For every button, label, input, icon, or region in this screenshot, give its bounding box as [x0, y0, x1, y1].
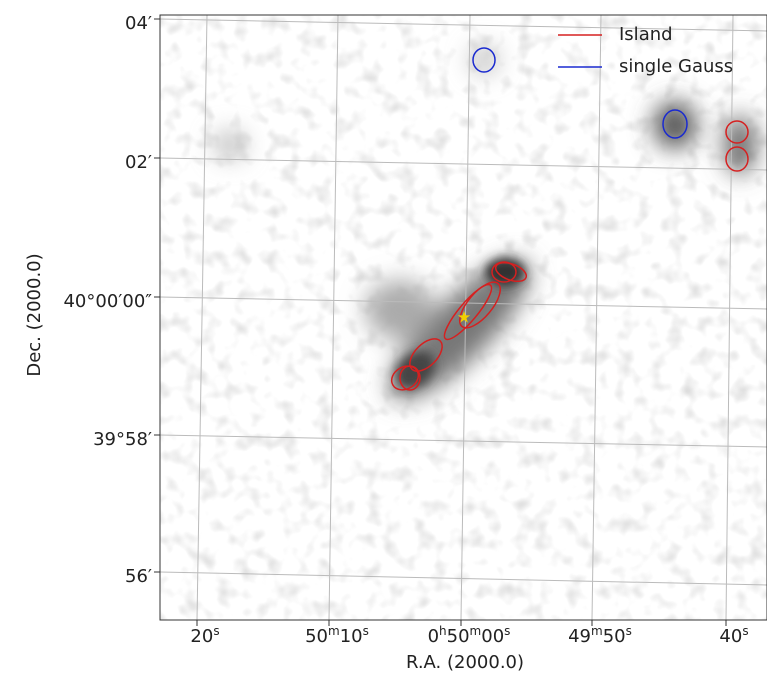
x-tick-label: 50m10s	[305, 624, 369, 648]
x-tick-label: 40s	[719, 624, 748, 648]
grid	[160, 15, 767, 620]
x-tick-label: 49m50s	[568, 624, 632, 648]
y-tick-label: 39°58′	[93, 429, 152, 450]
y-tick-label: 04′	[125, 13, 152, 34]
x-tick-label: 0h50m00s	[428, 624, 511, 648]
x-axis-label: R.A. (2000.0)	[406, 652, 524, 673]
legend-label: Island	[619, 24, 673, 45]
x-tick-part: 0	[428, 626, 439, 647]
y-tick-label: 56′	[125, 566, 152, 587]
x-tick-part: 50	[305, 626, 328, 647]
image: ★	[160, 15, 767, 620]
x-tick-part: s	[363, 624, 369, 638]
x-tick-part: 50	[603, 626, 626, 647]
x-tick-part: 00	[481, 626, 504, 647]
island-ellipses	[390, 120, 749, 391]
x-tick-part: 20	[190, 626, 213, 647]
x-tick-part: 40	[719, 626, 742, 647]
y-tick-label: 40°00′00″	[63, 291, 152, 312]
x-tick-part: s	[504, 624, 510, 638]
x-tick-part: 49	[568, 626, 591, 647]
x-tick-part: s	[213, 624, 219, 638]
x-tick-part: 10	[340, 626, 363, 647]
x-tick-part: h	[439, 624, 447, 638]
star-marker: ★	[457, 308, 471, 327]
x-tick-label: 20s	[190, 624, 219, 648]
x-tick-part: m	[470, 624, 482, 638]
y-tick-label: 02′	[125, 152, 152, 173]
x-tick-part: s	[626, 624, 632, 638]
x-tick-part: m	[591, 624, 603, 638]
legend: Island single Gauss	[558, 24, 733, 77]
x-tick-part: 50	[447, 626, 470, 647]
y-axis-label: Dec. (2000.0)	[24, 253, 45, 376]
legend-label: single Gauss	[619, 56, 733, 77]
frame	[159, 14, 767, 621]
gauss-ellipses	[472, 47, 688, 139]
x-tick-part: s	[742, 624, 748, 638]
x-tick-part: m	[328, 624, 340, 638]
